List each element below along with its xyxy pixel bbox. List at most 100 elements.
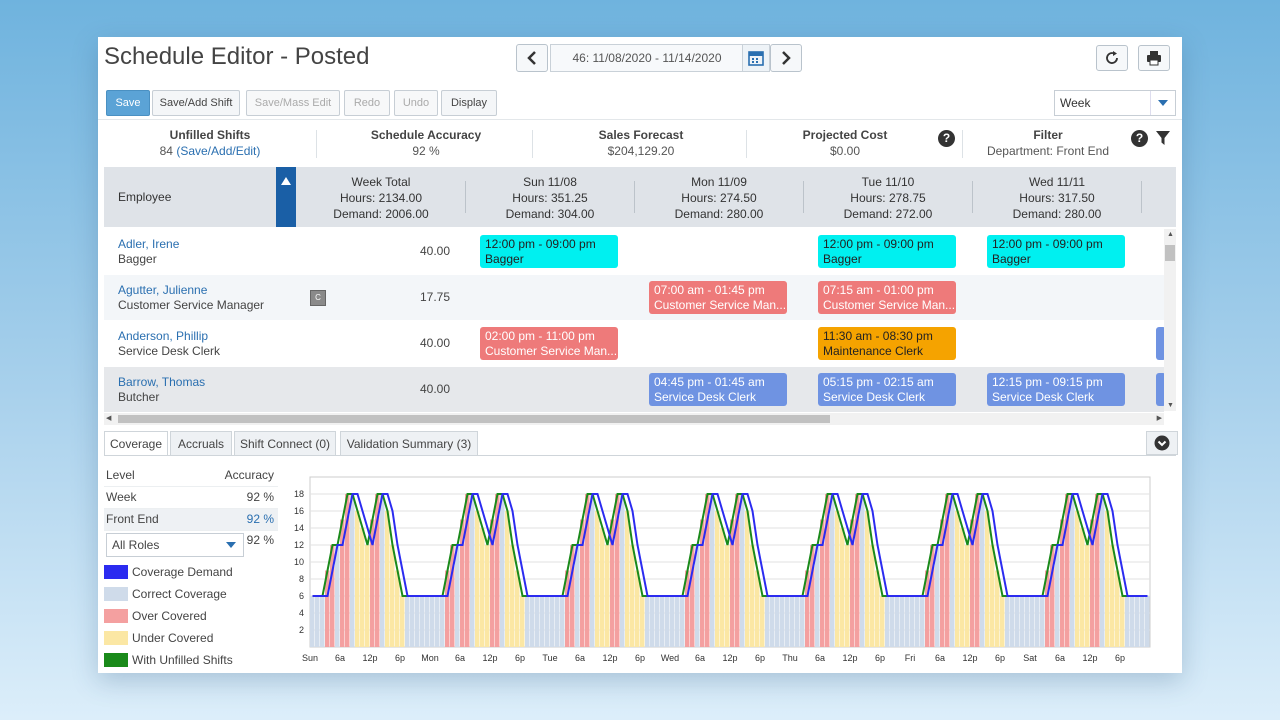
coverage-bar [655,596,660,647]
undo-button[interactable]: Undo [394,90,438,116]
employee-column-header[interactable]: Employee [118,190,172,204]
calendar-button[interactable] [742,44,770,72]
employee-name-link[interactable]: Agutter, Julienne [118,283,208,297]
accuracy-front-end: 92 % [246,512,274,526]
shift-block[interactable]: 12:00 pm - 09:00 pm Bagger [480,235,618,268]
tab-shift-connect[interactable]: Shift Connect (0) [234,431,336,455]
shift-block-partial[interactable] [1156,327,1166,360]
vertical-scrollbar[interactable]: ▲ ▼ [1164,229,1176,411]
roles-select[interactable]: All Roles [106,533,244,557]
projected-cost-label: Projected Cost [802,128,888,142]
coverage-bar [350,494,355,647]
coverage-bar [640,596,645,647]
next-week-button[interactable] [770,44,802,72]
collapse-panel-button[interactable] [1146,431,1178,455]
prev-week-button[interactable] [516,44,548,72]
horizontal-scrollbar[interactable]: ◀ ▶ [104,413,1164,425]
day-header-wed: Wed 11/11 Hours: 317.50 Demand: 280.00 [973,174,1141,222]
level-front-end[interactable]: Front End [106,512,159,526]
employee-name-link[interactable]: Anderson, Phillip [118,329,209,343]
date-range-field[interactable]: 46: 11/08/2020 - 11/14/2020 [550,44,744,72]
y-tick-label: 6 [299,591,304,601]
filter-help-icon[interactable]: ? [1131,130,1148,147]
coverage-bar [875,570,880,647]
coverage-bar [860,494,865,647]
save-add-shift-button[interactable]: Save/Add Shift [152,90,240,116]
shift-label: Bagger [485,252,524,266]
filter-icon[interactable] [1156,130,1170,146]
print-button[interactable] [1138,45,1170,71]
employee-week-hours: 40.00 [419,336,450,350]
redo-button[interactable]: Redo [344,90,390,116]
x-tick-label: 6a [935,653,945,663]
coverage-bar [1130,596,1135,647]
shift-time: 12:00 pm - 09:00 pm [992,237,1103,251]
coverage-bar [465,494,470,647]
shift-block[interactable]: 07:00 am - 01:45 pm Customer Service Man.… [649,281,787,314]
level-week[interactable]: Week [106,490,137,504]
coverage-bar [810,545,815,647]
coverage-bar [955,511,960,647]
shift-block[interactable]: 12:00 pm - 09:00 pm Bagger [987,235,1125,268]
y-tick-label: 16 [294,506,304,516]
employee-row[interactable]: Anderson, Phillip Service Desk Clerk 40.00… [104,321,1166,366]
contract-badge[interactable]: C [310,290,326,306]
coverage-bar [975,494,980,647]
coverage-bar [315,596,320,647]
chevron-down-icon [219,534,243,556]
projected-cost-value: $0.00 [829,144,861,158]
coverage-bar [425,596,430,647]
schedule-grid-header: Employee Week Total Hours: 2134.00 Deman… [104,167,1176,227]
shift-label: Service Desk Clerk [654,390,757,404]
employee-row[interactable]: Agutter, Julienne Customer Service Manage… [104,275,1164,320]
coverage-bar [725,545,730,647]
coverage-bar [685,570,690,647]
sort-toggle[interactable] [276,167,296,227]
x-tick-label: 6p [635,653,645,663]
shift-block[interactable]: 05:15 pm - 02:15 am Service Desk Clerk [818,373,956,406]
coverage-bar [420,596,425,647]
coverage-bar [755,570,760,647]
view-select[interactable]: Week [1054,90,1176,116]
tab-coverage[interactable]: Coverage [104,431,168,455]
schedule-accuracy-value: 92 % [412,144,440,158]
shift-block-partial[interactable] [1156,373,1166,406]
coverage-bar [340,519,345,647]
employee-week-hours: 40.00 [419,244,450,258]
shift-label: Bagger [823,252,862,266]
employee-name-link[interactable]: Barrow, Thomas [118,375,206,389]
coverage-bar [360,528,365,647]
tab-validation-summary[interactable]: Validation Summary (3) [340,431,478,455]
tab-accruals[interactable]: Accruals [170,431,232,455]
save-button[interactable]: Save [106,90,150,116]
day-hours: Hours: 351.25 [512,191,588,205]
shift-block[interactable]: 12:00 pm - 09:00 pm Bagger [818,235,956,268]
employee-row[interactable]: Adler, Irene Bagger 40.00 12:00 pm - 09:00 … [104,229,1164,274]
shift-block[interactable]: 04:45 pm - 01:45 am Service Desk Clerk [649,373,787,406]
coverage-bar [915,596,920,647]
coverage-bar [830,494,835,647]
coverage-bar [1135,596,1140,647]
employee-row[interactable]: Barrow, Thomas Butcher 40.00 04:45 pm - 01:… [104,367,1166,412]
coverage-bar [765,596,770,647]
x-tick-label: 6a [815,653,825,663]
coverage-bar [775,596,780,647]
unfilled-shifts-link[interactable]: (Save/Add/Edit) [176,144,261,158]
y-tick-label: 2 [299,625,304,635]
shift-block[interactable]: 11:30 am - 08:30 pm Maintenance Clerk [818,327,956,360]
help-icon[interactable]: ? [938,130,955,147]
save-mass-edit-button[interactable]: Save/Mass Edit [246,90,340,116]
shift-block[interactable]: 12:15 pm - 09:15 pm Service Desk Clerk [987,373,1125,406]
employee-name-link[interactable]: Adler, Irene [118,237,180,251]
shift-time: 05:15 pm - 02:15 am [823,375,934,389]
shift-block[interactable]: 02:00 pm - 11:00 pm Customer Service Man.… [480,327,618,360]
filter-value-link[interactable]: Department: Front End [986,144,1110,158]
x-tick-label: 6a [575,653,585,663]
shift-block[interactable]: 07:15 am - 01:00 pm Customer Service Man.… [818,281,956,314]
refresh-button[interactable] [1096,45,1128,71]
coverage-bar [510,545,515,647]
coverage-bar [730,519,735,647]
display-button[interactable]: Display [441,90,497,116]
employee-role: Service Desk Clerk [118,344,221,358]
coverage-bar [845,545,850,647]
